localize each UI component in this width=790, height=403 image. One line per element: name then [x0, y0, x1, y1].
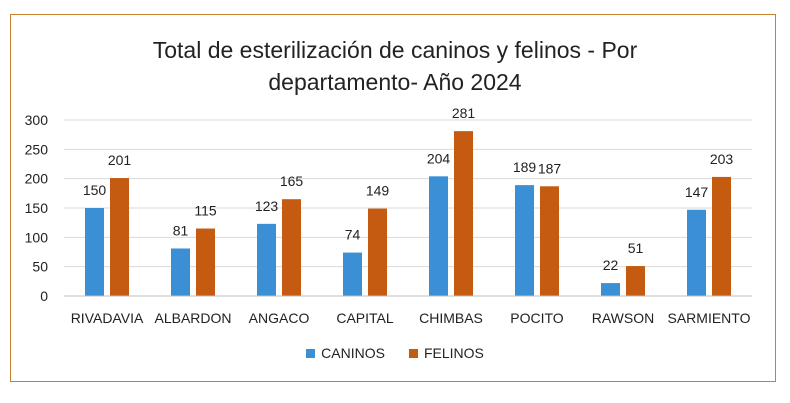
bar-felinos	[110, 178, 129, 296]
data-label: 147	[685, 184, 709, 200]
bar-caninos	[429, 176, 448, 296]
x-tick-label: CHIMBAS	[419, 310, 483, 326]
legend-swatch-caninos	[306, 348, 316, 358]
data-label: 51	[628, 240, 644, 256]
chart-title-line-1: Total de esterilización de caninos y fel…	[152, 37, 638, 63]
legend-item-caninos: CANINOS	[306, 345, 385, 361]
data-label: 149	[366, 183, 390, 199]
legend-swatch-felinos	[408, 348, 418, 358]
x-tick-label: CAPITAL	[336, 310, 394, 326]
data-label: 22	[603, 257, 619, 273]
x-tick-label: ALBARDON	[154, 310, 231, 326]
bar-felinos	[282, 199, 301, 296]
bar-felinos	[196, 228, 215, 296]
bar-caninos	[515, 185, 534, 296]
x-tick-label: ANGACO	[249, 310, 310, 326]
x-tick-label: POCITO	[510, 310, 564, 326]
bar-caninos	[171, 248, 190, 296]
data-label: 189	[513, 159, 537, 175]
y-tick-label: 0	[40, 288, 48, 304]
y-tick-label: 150	[25, 200, 49, 216]
x-tick-label: SARMIENTO	[668, 310, 751, 326]
bar-caninos	[343, 252, 362, 296]
data-label: 123	[255, 198, 279, 214]
legend-item-felinos: FELINOS	[408, 345, 484, 361]
y-tick-label: 100	[25, 229, 49, 245]
chart-title-line-2: departamento- Año 2024	[268, 69, 522, 95]
bar-caninos	[85, 208, 104, 296]
data-label: 203	[710, 151, 734, 167]
y-tick-label: 200	[25, 171, 49, 187]
bar-caninos	[687, 209, 706, 296]
chart-title: Total de esterilización de caninos y fel…	[0, 34, 790, 98]
data-label: 115	[194, 203, 217, 219]
y-tick-label: 50	[32, 259, 48, 275]
bar-felinos	[712, 176, 731, 296]
legend-label-caninos: CANINOS	[321, 345, 385, 361]
bar-felinos	[540, 186, 559, 296]
legend-label-felinos: FELINOS	[423, 345, 484, 361]
y-tick-label: 300	[25, 112, 49, 128]
bar-caninos	[257, 223, 276, 296]
chart-frame	[10, 14, 776, 382]
data-label: 150	[83, 182, 107, 198]
data-label: 74	[345, 227, 361, 243]
data-label: 81	[173, 222, 189, 238]
x-tick-label: RAWSON	[592, 310, 654, 326]
data-label: 204	[427, 150, 451, 166]
bar-felinos	[454, 131, 473, 296]
data-label: 165	[280, 173, 304, 189]
legend: CANINOS FELINOS	[0, 345, 790, 361]
data-label: 201	[108, 152, 132, 168]
data-label: 187	[538, 160, 562, 176]
x-tick-label: RIVADAVIA	[71, 310, 144, 326]
bar-caninos	[601, 283, 620, 296]
bar-felinos	[368, 208, 387, 296]
data-label: 281	[452, 105, 476, 121]
bar-felinos	[626, 266, 645, 296]
y-tick-label: 250	[25, 141, 49, 157]
